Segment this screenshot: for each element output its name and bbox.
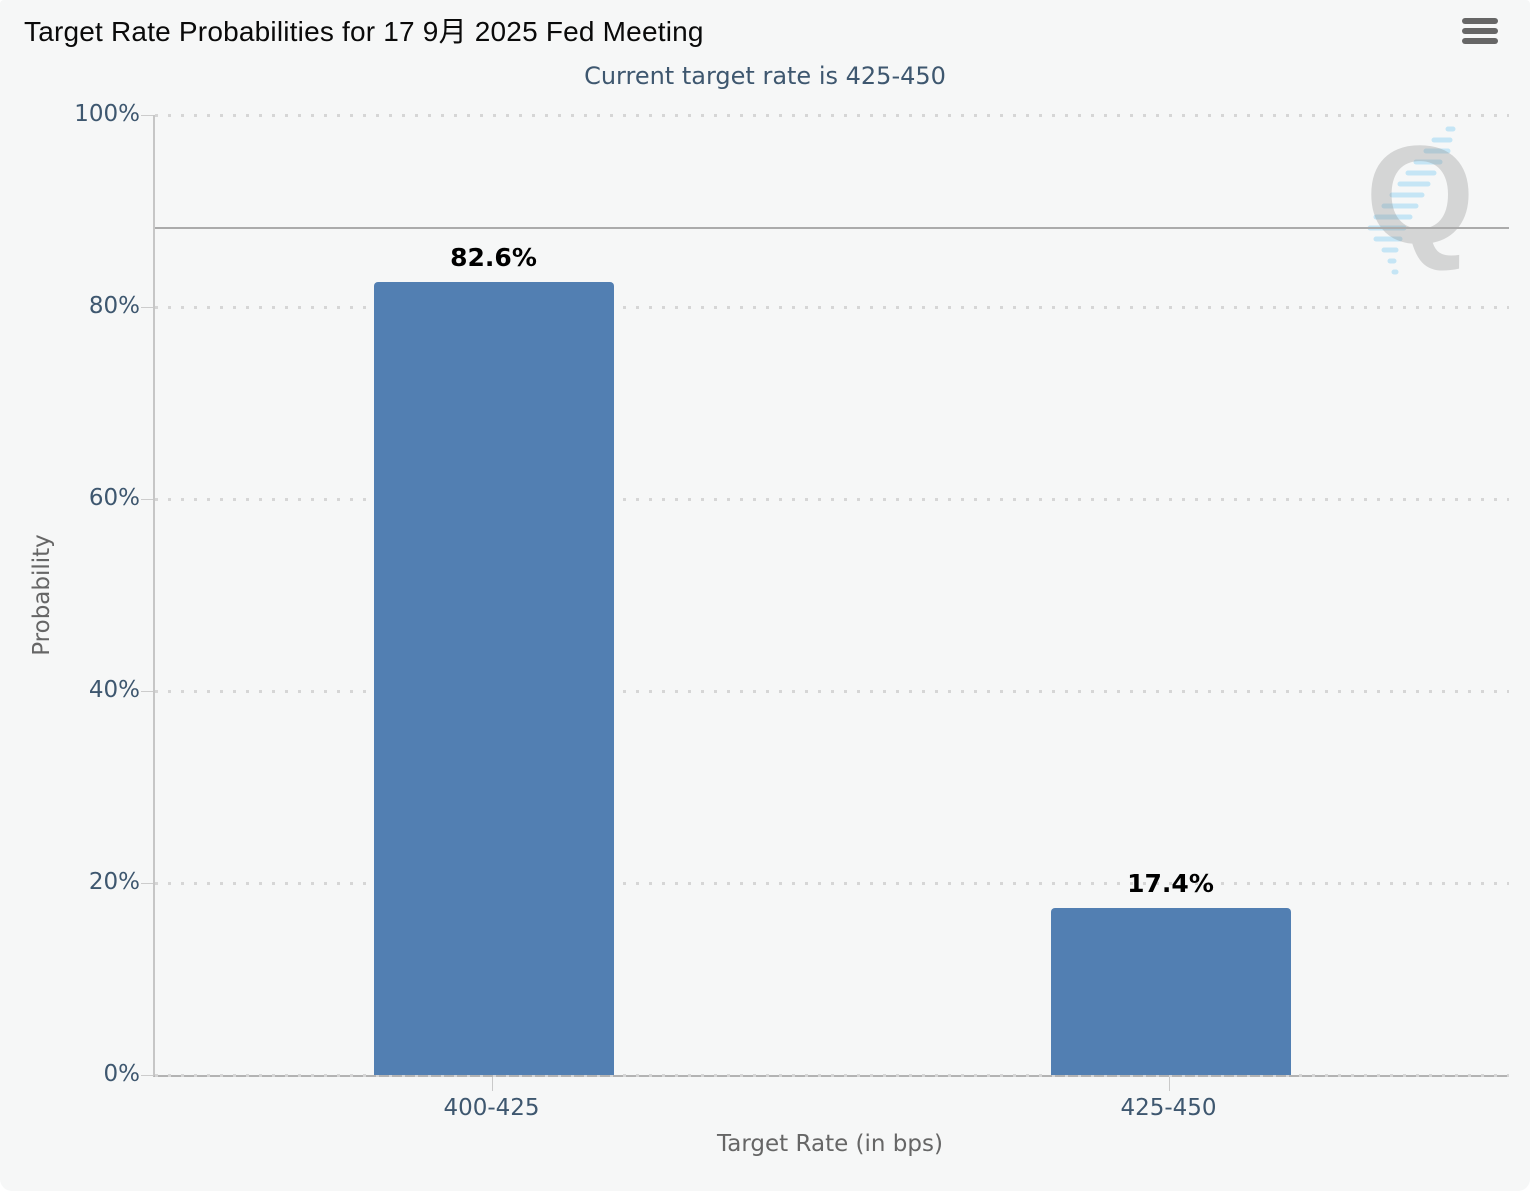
reference-line <box>155 227 1509 230</box>
watermark-letter: Q <box>1366 116 1475 273</box>
hamburger-icon <box>1462 18 1498 24</box>
y-gridline <box>155 306 1509 309</box>
y-gridline <box>155 114 1509 117</box>
x-tick-mark <box>1168 1077 1170 1091</box>
y-tick-label: 80% <box>88 293 140 319</box>
y-tick-mark <box>141 115 153 116</box>
hamburger-menu-button[interactable] <box>1462 18 1498 50</box>
y-axis-title: Probability <box>29 534 55 656</box>
y-tick-mark <box>141 883 153 884</box>
y-tick-mark <box>141 691 153 692</box>
x-tick-mark <box>491 1077 493 1091</box>
watermark-q-icon: Q <box>1366 116 1475 275</box>
y-gridline <box>155 498 1509 501</box>
y-tick-label: 60% <box>88 485 140 511</box>
y-tick-label: 0% <box>103 1061 141 1087</box>
y-tick-mark <box>141 499 153 500</box>
bar-data-label: 82.6% <box>450 243 537 273</box>
y-tick-mark <box>141 1075 153 1076</box>
y-gridline <box>155 690 1509 693</box>
y-tick-mark <box>141 307 153 308</box>
y-tick-label: 20% <box>88 869 140 895</box>
y-gridline <box>155 1074 1509 1077</box>
y-tick-label: 100% <box>74 101 140 127</box>
x-category-label: 425-450 <box>1120 1095 1217 1121</box>
probability-bar[interactable] <box>373 282 614 1075</box>
bar-data-label: 17.4% <box>1127 868 1214 898</box>
chart-subtitle: Current target rate is 425-450 <box>584 62 946 90</box>
probability-bar[interactable] <box>1050 907 1291 1075</box>
y-tick-label: 40% <box>88 677 140 703</box>
hamburger-icon <box>1462 38 1498 44</box>
y-gridline <box>155 882 1509 885</box>
plot-area: 82.6% 17.4% <box>153 114 1509 1077</box>
hamburger-icon <box>1462 28 1498 34</box>
chart-title: Target Rate Probabilities for 17 9月 2025… <box>24 16 704 47</box>
x-category-label: 400-425 <box>443 1095 540 1121</box>
x-axis-title: Target Rate (in bps) <box>717 1131 943 1157</box>
